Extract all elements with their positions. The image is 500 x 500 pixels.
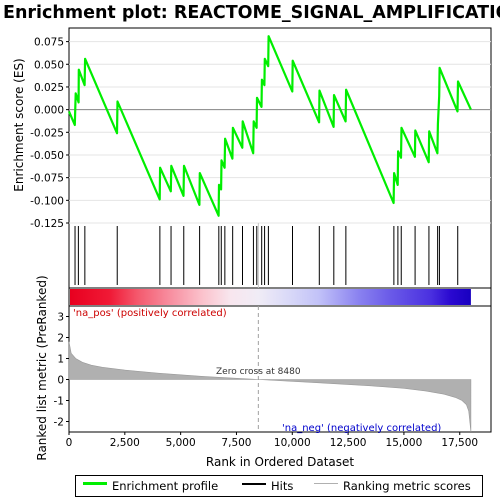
x-tick-label: 5,000 [166, 437, 196, 449]
es-y-tick-label: -0.075 [30, 173, 64, 185]
metric-y-tick-label: 3 [57, 312, 64, 324]
metric-y-tick-label: -2 [54, 417, 64, 429]
es-panel-frame [69, 28, 491, 223]
legend-swatch-hits [242, 483, 266, 485]
legend-label-enrichment: Enrichment profile [112, 479, 218, 493]
metric-y-tick-label: 0 [57, 375, 64, 387]
zero-cross-label: Zero cross at 8480 [216, 367, 301, 377]
es-y-axis-label: Enrichment score (ES) [12, 58, 26, 191]
metric-y-axis-label: Ranked list metric (PreRanked) [35, 275, 49, 460]
x-tick-label: 10,000 [274, 437, 311, 449]
es-y-tick-label: -0.125 [30, 218, 64, 230]
es-y-tick-label: 0.025 [34, 82, 64, 94]
metric-y-tick-label: 1 [57, 354, 64, 366]
x-ticks: 0 2,500 5,000 7,500 10,000 12,500 15,000 17,500 [66, 432, 478, 449]
legend-swatch-metric [314, 483, 338, 484]
es-y-tick-label: 0.050 [34, 59, 64, 71]
pos-label: 'na_pos' (positively correlated) [73, 308, 227, 319]
es-y-ticks: 0.075 0.050 0.025 0.000 -0.025 -0.050 -0.075 -0… [30, 37, 69, 230]
x-axis-label: Rank in Ordered Dataset [206, 455, 354, 469]
es-y-tick-label: 0.075 [34, 37, 64, 49]
x-tick-label: 15,000 [386, 437, 423, 449]
x-tick-label: 12,500 [330, 437, 367, 449]
x-tick-label: 2,500 [110, 437, 140, 449]
x-tick-label: 0 [66, 437, 73, 449]
es-y-tick-label: -0.100 [30, 195, 64, 207]
legend-swatch-enrichment [83, 482, 107, 485]
metric-y-tick-label: -1 [54, 396, 64, 408]
legend-label-hits: Hits [271, 479, 293, 493]
es-y-tick-label: 0.000 [34, 105, 64, 117]
legend: Enrichment profile Hits Ranking metric s… [75, 475, 483, 497]
x-tick-label: 17,500 [441, 437, 478, 449]
neg-label: 'na_neg' (negatively correlated) [282, 423, 441, 434]
metric-y-tick-label: 2 [57, 333, 64, 345]
legend-label-metric: Ranking metric scores [343, 479, 471, 493]
colorbar-gradient-rect [70, 289, 471, 305]
metric-y-ticks: 3 2 1 0 -1 -2 [54, 312, 69, 429]
es-y-tick-label: -0.025 [30, 127, 64, 139]
hits-panel-frame [69, 223, 491, 288]
colorbar-group [70, 289, 471, 305]
es-y-tick-label: -0.050 [30, 150, 64, 162]
x-tick-label: 7,500 [221, 437, 251, 449]
